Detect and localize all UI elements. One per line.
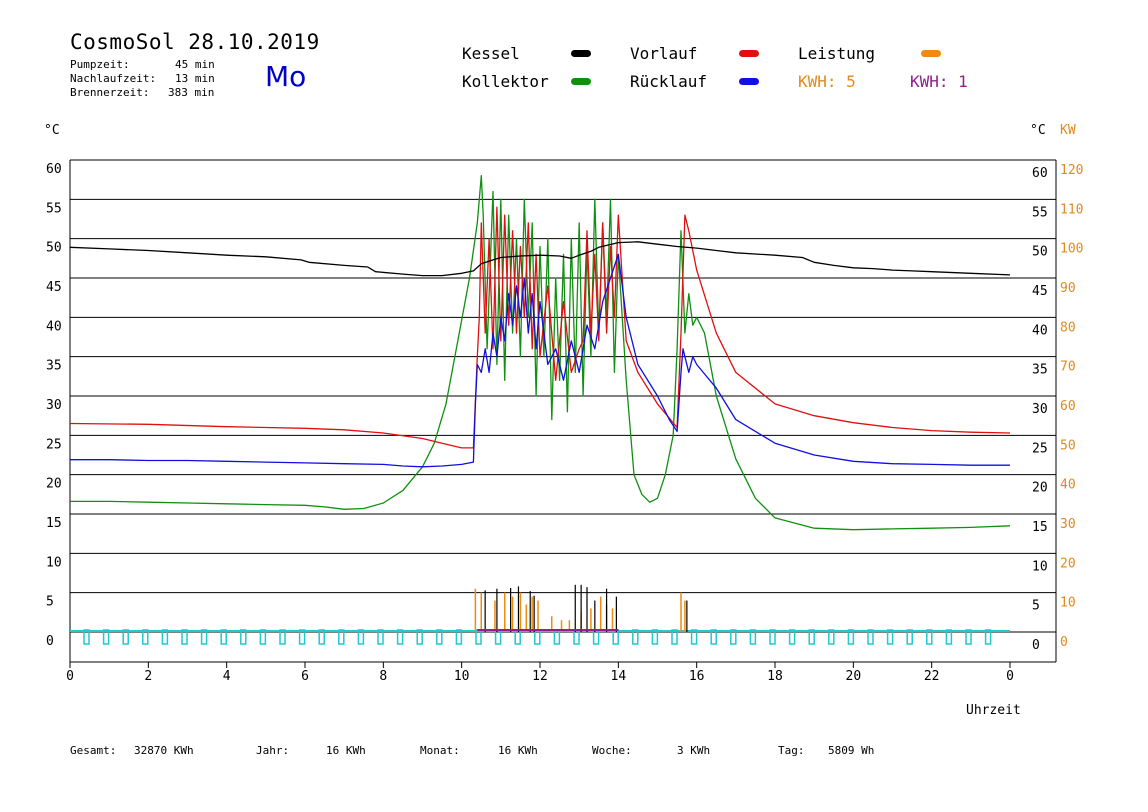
y-tick-label: 40 bbox=[46, 319, 62, 334]
right-axis-unit-kw: KW bbox=[1060, 123, 1076, 138]
y2-tick-label: 0 bbox=[1060, 635, 1068, 650]
kwh-label: KWH: bbox=[798, 72, 837, 91]
stat-label: Pumpzeit: bbox=[70, 58, 130, 71]
footer-woche-value: 3 KWh bbox=[677, 744, 711, 757]
y-tick-label: 20 bbox=[46, 477, 62, 492]
legend-kessel-swatch bbox=[571, 50, 591, 57]
footer-tag-label: Tag: bbox=[778, 744, 805, 757]
y2-tick-label: 10 bbox=[1060, 596, 1076, 611]
kwh-value: 1 bbox=[958, 72, 968, 91]
series-kessel bbox=[69, 241, 1011, 277]
y-tick-label: 25 bbox=[46, 437, 62, 452]
legend-vorlauf-swatch bbox=[739, 50, 759, 57]
y2-tick-label: 80 bbox=[1060, 320, 1076, 335]
page-title: CosmoSol 28.10.2019 bbox=[70, 30, 320, 54]
y-tick-label: 35 bbox=[46, 359, 62, 374]
legend-ruecklauf-label: Rücklauf bbox=[630, 72, 708, 91]
stat-value: 13 min bbox=[175, 72, 215, 85]
left-axis-unit: °C bbox=[44, 123, 60, 138]
x-tick-label: 14 bbox=[611, 669, 627, 684]
x-tick-label: 12 bbox=[532, 669, 548, 684]
x-tick-label: 6 bbox=[301, 669, 309, 684]
y2-tick-label: 120 bbox=[1060, 163, 1083, 178]
y2-tick-label: 100 bbox=[1060, 242, 1083, 257]
x-tick-label: 20 bbox=[846, 669, 862, 684]
y2-tick-label: 90 bbox=[1060, 281, 1076, 296]
stat-label: Nachlaufzeit: bbox=[70, 72, 157, 85]
y-tick-label-right: 35 bbox=[1032, 363, 1048, 378]
y-tick-label-right: 20 bbox=[1032, 481, 1048, 496]
legend-leistung-label: Leistung bbox=[798, 44, 876, 63]
legend-leistung-swatch bbox=[921, 50, 941, 57]
kwh-label: KWH: bbox=[910, 72, 949, 91]
legend-kollektor-label: Kollektor bbox=[462, 72, 549, 91]
stat-value: 45 min bbox=[175, 58, 215, 71]
x-tick-label: 18 bbox=[767, 669, 783, 684]
weekday-label: Mo bbox=[265, 60, 307, 93]
x-tick-label: 0 bbox=[66, 669, 74, 684]
legend-kwh-purple: KWH: 1 bbox=[910, 72, 968, 91]
y2-tick-label: 20 bbox=[1060, 556, 1076, 571]
y-tick-label-right: 25 bbox=[1032, 441, 1048, 456]
x-tick-label: 16 bbox=[689, 669, 705, 684]
footer-monat-label: Monat: bbox=[420, 744, 460, 757]
y-tick-label: 15 bbox=[46, 516, 62, 531]
stat-label: Brennerzeit: bbox=[70, 86, 150, 99]
legend-ruecklauf-swatch bbox=[739, 78, 759, 85]
x-tick-label: 10 bbox=[454, 669, 470, 684]
y-tick-label: 30 bbox=[46, 398, 62, 413]
legend-kessel-label: Kessel bbox=[462, 44, 520, 63]
y-tick-label-right: 55 bbox=[1032, 205, 1048, 220]
legend-kwh-orange: KWH: 5 bbox=[798, 72, 856, 91]
right-axis-unit-c: °C bbox=[1030, 123, 1046, 138]
y-tick-label: 0 bbox=[46, 634, 54, 649]
y-tick-label: 50 bbox=[46, 241, 62, 256]
y-tick-label-right: 45 bbox=[1032, 284, 1048, 299]
y-tick-label-right: 40 bbox=[1032, 323, 1048, 338]
footer-monat-value: 16 KWh bbox=[498, 744, 538, 757]
y2-tick-label: 60 bbox=[1060, 399, 1076, 414]
stat-value: 383 min bbox=[168, 86, 215, 99]
x-tick-label: 0 bbox=[1006, 669, 1014, 684]
footer-jahr-label: Jahr: bbox=[256, 744, 290, 757]
y-tick-label-right: 5 bbox=[1032, 599, 1040, 614]
y-tick-label-right: 10 bbox=[1032, 559, 1048, 574]
y2-tick-label: 70 bbox=[1060, 360, 1076, 375]
x-tick-label: 22 bbox=[924, 669, 940, 684]
footer-woche-label: Woche: bbox=[592, 744, 632, 757]
kwh-value: 5 bbox=[846, 72, 856, 91]
series-vorlauf bbox=[69, 206, 1011, 449]
x-tick-label: 8 bbox=[379, 669, 387, 684]
footer-gesamt-value: 32870 KWh bbox=[134, 744, 194, 757]
footer-gesamt-label: Gesamt: bbox=[70, 744, 117, 757]
y-tick-label-right: 60 bbox=[1032, 166, 1048, 181]
y-tick-label: 45 bbox=[46, 280, 62, 295]
x-tick-label: 4 bbox=[223, 669, 231, 684]
y-tick-label: 55 bbox=[46, 201, 62, 216]
y2-tick-label: 110 bbox=[1060, 202, 1083, 217]
footer-jahr-value: 16 KWh bbox=[326, 744, 366, 757]
y-tick-label: 10 bbox=[46, 555, 62, 570]
y-tick-label: 5 bbox=[46, 595, 54, 610]
y2-tick-label: 40 bbox=[1060, 478, 1076, 493]
x-axis-label: Uhrzeit bbox=[966, 703, 1021, 718]
y-tick-label: 60 bbox=[46, 162, 62, 177]
y-tick-label-right: 30 bbox=[1032, 402, 1048, 417]
footer-tag-value: 5809 Wh bbox=[828, 744, 875, 757]
y-tick-label-right: 0 bbox=[1032, 638, 1040, 653]
legend-kollektor-swatch bbox=[571, 78, 591, 85]
series-ruecklauf bbox=[70, 253, 1010, 468]
y2-tick-label: 50 bbox=[1060, 438, 1076, 453]
y-tick-label-right: 50 bbox=[1032, 245, 1048, 260]
x-tick-label: 2 bbox=[144, 669, 152, 684]
y-tick-label-right: 15 bbox=[1032, 520, 1048, 535]
legend-vorlauf-label: Vorlauf bbox=[630, 44, 698, 63]
y2-tick-label: 30 bbox=[1060, 517, 1076, 532]
